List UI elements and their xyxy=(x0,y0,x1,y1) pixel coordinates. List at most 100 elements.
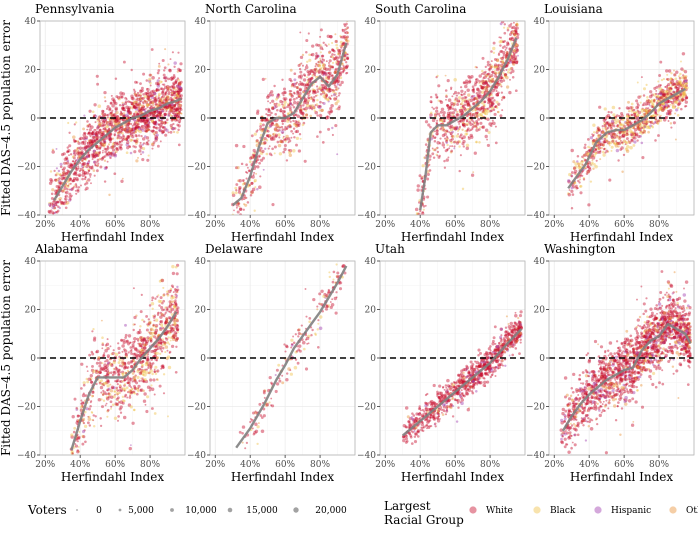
data-point xyxy=(506,85,509,88)
data-point xyxy=(279,140,282,143)
data-point xyxy=(306,76,308,78)
data-point xyxy=(574,170,577,173)
data-point xyxy=(346,72,348,74)
data-point xyxy=(139,144,142,147)
data-point xyxy=(132,132,134,134)
data-point xyxy=(419,174,422,177)
data-point xyxy=(299,31,301,33)
data-point xyxy=(178,79,180,81)
data-point xyxy=(164,99,167,102)
data-point xyxy=(483,86,485,88)
data-point xyxy=(242,179,245,182)
data-point xyxy=(647,131,650,134)
data-point xyxy=(269,152,272,155)
data-point xyxy=(72,156,74,158)
data-point xyxy=(471,119,474,122)
data-point xyxy=(111,110,113,112)
data-point xyxy=(617,145,619,147)
data-point xyxy=(267,100,269,102)
data-point xyxy=(103,91,106,94)
data-point xyxy=(442,111,445,114)
data-point xyxy=(96,127,99,130)
data-point xyxy=(321,70,324,73)
data-point xyxy=(468,80,471,83)
data-point xyxy=(141,158,144,161)
data-point xyxy=(422,164,425,167)
data-point xyxy=(66,188,68,190)
data-point xyxy=(467,127,470,130)
data-point xyxy=(95,131,97,133)
data-point xyxy=(505,76,509,80)
x-tick-label: 40% xyxy=(579,220,599,230)
data-point xyxy=(177,92,180,95)
data-point xyxy=(657,119,660,122)
data-point xyxy=(102,152,104,154)
data-point xyxy=(170,58,172,60)
data-point xyxy=(640,102,642,104)
data-point xyxy=(504,23,506,25)
data-point xyxy=(336,100,339,103)
data-point xyxy=(305,84,307,86)
data-point xyxy=(134,90,137,93)
data-point xyxy=(293,128,295,130)
data-point xyxy=(579,191,582,194)
data-point xyxy=(610,111,612,113)
data-point xyxy=(243,215,245,217)
data-point xyxy=(347,26,350,29)
data-point xyxy=(458,96,461,99)
data-point xyxy=(302,54,304,56)
data-point xyxy=(134,146,137,149)
data-point xyxy=(685,97,687,99)
panel-title: Louisiana xyxy=(544,2,603,16)
data-point xyxy=(275,123,279,127)
data-point xyxy=(337,83,339,85)
data-point xyxy=(256,139,259,142)
x-tick-label: 40% xyxy=(70,220,90,230)
data-point xyxy=(679,85,681,87)
data-point xyxy=(265,113,267,115)
data-point xyxy=(104,96,106,98)
data-point xyxy=(167,63,169,65)
data-point xyxy=(464,104,467,107)
data-point xyxy=(252,188,256,192)
data-point xyxy=(247,167,249,169)
data-point xyxy=(151,302,154,305)
data-point xyxy=(593,131,595,133)
data-point xyxy=(315,65,317,67)
data-point xyxy=(640,131,642,133)
data-point xyxy=(173,93,176,96)
y-tick-label: 40 xyxy=(534,17,546,27)
data-point xyxy=(100,157,103,160)
data-point xyxy=(137,157,139,159)
data-point xyxy=(110,406,112,408)
data-point xyxy=(637,82,639,84)
data-point xyxy=(293,92,295,94)
data-point xyxy=(637,107,639,109)
data-point xyxy=(106,108,108,110)
data-point xyxy=(308,94,310,96)
data-point xyxy=(284,144,287,147)
data-point xyxy=(457,130,459,132)
data-point xyxy=(157,89,160,92)
data-point xyxy=(610,133,613,136)
data-point xyxy=(297,122,300,125)
data-point xyxy=(98,123,100,125)
data-point xyxy=(147,114,150,117)
data-point xyxy=(275,135,278,138)
data-point xyxy=(453,141,456,144)
data-point xyxy=(454,108,457,111)
data-point xyxy=(437,84,440,87)
data-point xyxy=(651,99,654,102)
data-point xyxy=(605,129,607,131)
data-point xyxy=(68,132,70,134)
data-point xyxy=(142,97,145,100)
data-point xyxy=(84,183,86,185)
data-point xyxy=(170,109,173,112)
data-point xyxy=(319,64,321,66)
data-point xyxy=(499,114,502,117)
data-point xyxy=(299,71,302,74)
data-point xyxy=(331,74,333,76)
data-point xyxy=(142,151,145,154)
data-point xyxy=(663,92,666,95)
data-point xyxy=(96,118,98,120)
